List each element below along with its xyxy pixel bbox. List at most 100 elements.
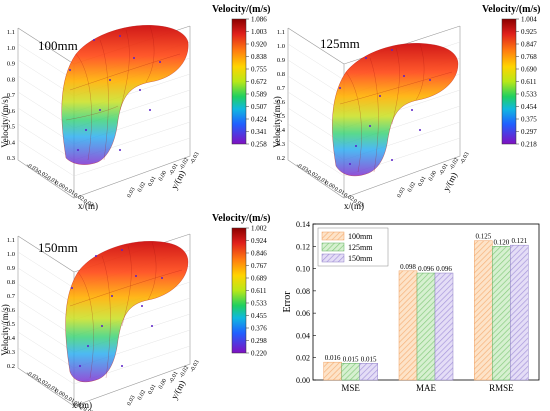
z-tick-label: 0.3 bbox=[7, 155, 15, 162]
y-tick-label: 0.01 bbox=[147, 384, 157, 396]
y-tick-label: 0.03 bbox=[126, 395, 136, 407]
legend-label: 150mm bbox=[348, 254, 373, 263]
bar-100mm-MAE bbox=[398, 270, 418, 381]
z-tick-label: 0.7 bbox=[7, 92, 16, 99]
x-tick-label: -0.02 bbox=[305, 168, 319, 179]
z-tick-label: 0.4 bbox=[277, 127, 286, 134]
z-tick-label: 1.0 bbox=[7, 251, 15, 258]
colorbar-tick-label: 0.611 bbox=[521, 78, 537, 86]
y-axis-label-bar: Error bbox=[282, 291, 293, 313]
legend-swatch bbox=[321, 253, 345, 263]
panel-label-3: 150mm bbox=[38, 240, 78, 255]
z-axis-label-3: Velocity/(m/s) bbox=[0, 304, 10, 356]
y-tick-label: -0.01 bbox=[438, 163, 449, 177]
y-tick-label: 0.06 bbox=[296, 309, 310, 318]
colorbar-title-3: Velocity/(m/s) bbox=[212, 213, 271, 224]
colorbar-tick-label: 0.454 bbox=[521, 103, 537, 111]
y-tick-label: 0.12 bbox=[296, 242, 310, 251]
z-tick-label: 1.0 bbox=[277, 43, 285, 50]
colorbar-tick-label: 0.297 bbox=[521, 128, 537, 136]
y-tick-label: 0.01 bbox=[417, 176, 427, 188]
colorbar-tick-label: 0.455 bbox=[251, 312, 267, 320]
x-tick-label: -0.01 bbox=[314, 174, 328, 185]
bar-value-label: 0.120 bbox=[493, 238, 509, 246]
colorbar-title-2: Velocity/(m/s) bbox=[482, 4, 541, 15]
scatter-points-1 bbox=[69, 35, 161, 151]
colorbar-tick-label: 0.341 bbox=[251, 128, 267, 136]
colorbar-tick-label: 0.424 bbox=[251, 116, 267, 124]
colorbar-3 bbox=[231, 227, 247, 354]
z-tick-label: 0.2 bbox=[277, 155, 285, 162]
z-tick-label: 0.4 bbox=[7, 139, 16, 146]
bar-125mm-MAE bbox=[416, 272, 436, 381]
colorbar-ticks-3: 1.002 0.924 0.846 0.767 0.689 0.611 0.533 0.455… bbox=[246, 225, 267, 358]
y-ticks-bar: 0.00 0.02 0.04 0.06 0.08 0.10 0.12 0.14 bbox=[296, 220, 316, 385]
colorbar-tick-label: 0.690 bbox=[521, 66, 537, 74]
x-tick-label: 0.01 bbox=[63, 186, 75, 196]
y-tick-label: 0.02 bbox=[137, 389, 147, 401]
scatter-points-3 bbox=[71, 249, 163, 367]
legend-label: 125mm bbox=[348, 243, 373, 252]
z-tick-label: 0.6 bbox=[277, 99, 286, 106]
x-axis-label-1: x/(m) bbox=[78, 201, 98, 211]
colorbar-tick-label: 1.003 bbox=[251, 28, 267, 36]
x-tick-label: MAE bbox=[416, 383, 437, 393]
z-tick-label: 0.9 bbox=[7, 61, 15, 68]
colorbar-tick-label: 0.375 bbox=[521, 116, 537, 124]
bar-value-label: 0.121 bbox=[511, 237, 527, 245]
panel-label-1: 100mm bbox=[38, 38, 78, 53]
error-bar-chart: 0.00 0.02 0.04 0.06 0.08 0.10 0.12 0.14 MSE MAE R… bbox=[282, 220, 540, 393]
y-tick-label: 0.04 bbox=[296, 331, 310, 340]
colorbar-tick-label: 0.838 bbox=[251, 53, 267, 61]
bar-100mm-RMSE bbox=[474, 240, 493, 381]
x-tick-label: 0.02 bbox=[73, 400, 85, 410]
z-axis-label-2: Velocity/(m/s) bbox=[272, 96, 282, 148]
z-axis-label-1: Velocity/(m/s) bbox=[0, 96, 10, 148]
x-tick-label: 0.01 bbox=[63, 394, 75, 404]
y-tick-label: 0.02 bbox=[296, 354, 310, 363]
z-tick-label: 0.3 bbox=[277, 141, 285, 148]
panel-100mm: 1.1 1.0 0.9 0.8 0.7 0.6 0.5 0.4 0.3 Velocity/(m/… bbox=[0, 4, 271, 211]
velocity-surface-1 bbox=[61, 25, 189, 165]
bar-value-label: 0.016 bbox=[325, 354, 341, 362]
y-tick-label: -0.02 bbox=[179, 157, 190, 171]
colorbar-tick-label: 0.258 bbox=[251, 141, 267, 149]
y-tick-label: -0.01 bbox=[168, 163, 179, 177]
colorbar-tick-label: 0.611 bbox=[251, 287, 267, 295]
y-tick-label: 0.02 bbox=[137, 181, 147, 193]
bar-150mm-MSE bbox=[359, 363, 378, 381]
z-tick-label: 0.4 bbox=[7, 335, 16, 342]
x-tick-label: -0.01 bbox=[44, 174, 58, 185]
colorbar-ticks-1: 1.086 1.003 0.920 0.838 0.755 0.672 0.589 0.507… bbox=[246, 16, 267, 149]
z-tick-label: 0.8 bbox=[7, 279, 15, 286]
z-tick-label: 0.5 bbox=[7, 321, 15, 328]
x-axis-label-2: x/(m) bbox=[344, 201, 364, 211]
x-tick-label: -0.03 bbox=[295, 162, 309, 173]
x-tick-label: 0.01 bbox=[333, 186, 345, 196]
bar-value-label: 0.015 bbox=[343, 355, 359, 363]
z-tick-label: 0.3 bbox=[7, 349, 15, 356]
x-ticks-2: -0.03-0.02-0.010.000.010.020.03 bbox=[295, 162, 364, 208]
z-ticks-2: 1.1 1.0 0.9 0.8 0.7 0.6 0.5 0.4 0.3 0.2 bbox=[277, 29, 286, 162]
colorbar-tick-label: 0.218 bbox=[521, 141, 537, 149]
y-tick-label: -0.03 bbox=[189, 151, 200, 165]
y-ticks-2: 0.03 0.02 0.01 0.00 -0.01 -0.02 -0.03 bbox=[396, 151, 470, 198]
y-tick-label: -0.03 bbox=[189, 359, 200, 373]
y-tick-label: 0.00 bbox=[158, 170, 168, 182]
y-tick-label: 0.08 bbox=[296, 287, 310, 296]
colorbar-tick-label: 0.847 bbox=[521, 41, 537, 49]
z-tick-label: 0.8 bbox=[277, 71, 285, 78]
surface-mesh-2 bbox=[339, 43, 453, 173]
colorbar-tick-label: 0.533 bbox=[251, 300, 267, 308]
colorbar-tick-label: 0.507 bbox=[251, 103, 267, 111]
z-tick-label: 1.1 bbox=[7, 237, 15, 244]
bar-125mm-MSE bbox=[341, 363, 360, 381]
x-tick-label: 0.03 bbox=[82, 198, 94, 208]
y-tick-label: 0.01 bbox=[147, 176, 157, 188]
colorbar-1 bbox=[231, 18, 247, 145]
z-tick-label: 0.9 bbox=[277, 57, 285, 64]
y-tick-label: 0.03 bbox=[126, 187, 136, 199]
colorbar-tick-label: 0.220 bbox=[251, 350, 267, 358]
velocity-surface-3 bbox=[65, 241, 189, 383]
